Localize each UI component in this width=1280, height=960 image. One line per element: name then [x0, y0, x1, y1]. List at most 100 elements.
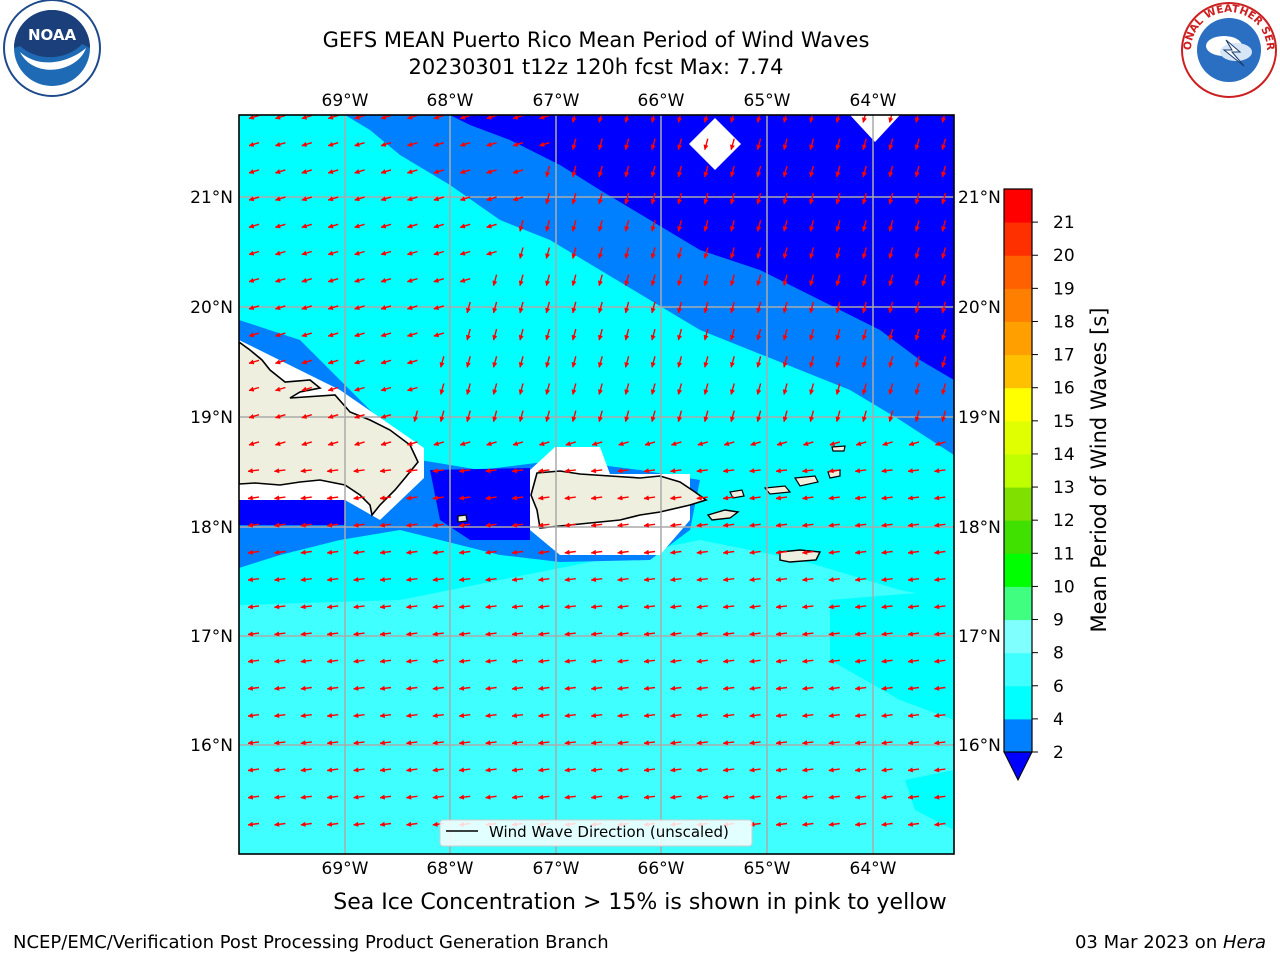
wave-direction-arrowhead — [756, 198, 762, 205]
wave-direction-arrowhead — [907, 740, 914, 746]
lat-tick-label: 18°N — [958, 518, 1001, 538]
wave-direction-arrowhead — [756, 226, 762, 232]
wave-direction-arrowhead — [775, 631, 782, 637]
wave-direction-arrowhead — [511, 740, 518, 746]
colorbar-band — [1004, 321, 1032, 356]
wave-direction-arrowhead — [379, 658, 386, 664]
wave-direction-arrowhead — [756, 171, 762, 178]
wave-direction-arrowhead — [643, 631, 650, 637]
wave-direction-arrowhead — [756, 253, 762, 260]
wave-direction-arrowhead — [933, 495, 940, 501]
wave-direction-arrowhead — [854, 740, 861, 746]
wave-direction-arrowhead — [518, 362, 524, 368]
wave-direction-arrowhead — [379, 576, 386, 583]
wave-direction-arrowhead — [722, 549, 729, 555]
wave-direction-arrowhead — [696, 740, 702, 746]
wave-direction-arrowhead — [248, 115, 255, 120]
wave-direction-arrowhead — [881, 522, 887, 528]
wave-direction-arrowhead — [907, 631, 914, 637]
wave-direction-arrowhead — [828, 576, 834, 583]
wave-direction-arrowhead — [379, 794, 386, 800]
wave-direction-arrowhead — [432, 740, 438, 746]
wave-direction-arrowhead — [801, 767, 808, 773]
wave-direction-arrowhead — [512, 441, 519, 446]
wave-direction-arrowhead — [354, 250, 360, 256]
wave-direction-arrowhead — [782, 334, 788, 341]
wave-direction-arrowhead — [881, 712, 887, 719]
wave-direction-arrowhead — [406, 277, 413, 283]
colorbar-tick-label: 6 — [1053, 677, 1064, 697]
wave-direction-arrowhead — [881, 767, 887, 773]
wave-direction-arrowhead — [353, 604, 359, 610]
lat-ticks-left: 21°N 20°N 19°N 18°N 17°N 16°N — [190, 188, 233, 756]
wave-direction-arrowhead — [775, 685, 782, 691]
wave-direction-arrowhead — [722, 604, 729, 610]
wave-direction-arrowhead — [722, 495, 729, 501]
wave-direction-arrowhead — [703, 280, 709, 287]
wave-direction-arrowhead — [301, 305, 308, 310]
wave-direction-arrowhead — [597, 117, 603, 124]
wave-direction-arrowhead — [881, 794, 887, 800]
wave-direction-arrowhead — [756, 389, 762, 396]
wave-direction-arrowhead — [650, 117, 656, 124]
wave-direction-arrowhead — [801, 794, 808, 800]
wave-direction-arrowhead — [722, 522, 729, 528]
wave-direction-arrowhead — [518, 307, 524, 314]
footer-date-text: 03 Mar 2023 on — [1074, 932, 1223, 953]
wave-direction-arrowhead — [273, 549, 280, 555]
wave-direction-arrowhead — [914, 226, 920, 232]
wave-direction-arrowhead — [300, 794, 306, 800]
wave-direction-arrowhead — [855, 441, 862, 446]
wave-direction-arrowhead — [941, 144, 947, 151]
wave-direction-arrowhead — [511, 604, 518, 610]
wave-direction-arrowhead — [677, 307, 683, 314]
wave-direction-arrowhead — [518, 226, 524, 232]
hispaniola-landmass — [239, 341, 419, 517]
wave-direction-arrowhead — [459, 441, 466, 446]
wave-direction-arrowhead — [907, 468, 914, 474]
wave-direction-arrowhead — [801, 658, 808, 664]
wave-direction-arrowhead — [433, 250, 440, 256]
wave-direction-arrowhead — [729, 307, 735, 314]
wave-direction-arrowhead — [518, 253, 524, 260]
wave-direction-arrowhead — [934, 441, 941, 446]
wave-direction-arrowhead — [914, 280, 920, 287]
wave-direction-arrowhead — [545, 389, 551, 396]
noaa-logo: NOAA — [3, 0, 101, 97]
wave-direction-arrowhead — [643, 712, 650, 719]
wave-direction-arrowhead — [565, 441, 572, 446]
wave-direction-arrowhead — [782, 144, 788, 151]
wave-direction-arrowhead — [854, 712, 861, 719]
wave-direction-arrowhead — [301, 332, 308, 338]
wave-direction-arrowhead — [406, 169, 413, 174]
wave-direction-arrowhead — [459, 141, 466, 147]
wave-direction-arrowhead — [405, 495, 412, 501]
wave-direction-arrowhead — [677, 416, 683, 423]
wave-direction-arrowhead — [617, 658, 623, 664]
wave-direction-arrowhead — [854, 522, 861, 528]
wave-direction-arrowhead — [809, 226, 815, 232]
wave-direction-arrowhead — [835, 334, 841, 341]
colorbar-tick-label: 12 — [1053, 511, 1075, 531]
wave-direction-arrowhead — [433, 332, 440, 338]
wave-direction-arrowhead — [379, 604, 386, 610]
wave-direction-arrowhead — [775, 604, 782, 610]
wave-direction-arrowhead — [881, 631, 887, 637]
wave-direction-arrowhead — [809, 198, 815, 205]
wave-direction-arrowhead — [722, 740, 729, 746]
wave-direction-arrowhead — [564, 740, 570, 746]
wave-direction-arrowhead — [545, 280, 551, 287]
wave-direction-arrowhead — [828, 712, 834, 719]
wave-direction-arrowhead — [405, 631, 412, 637]
wave-direction-arrowhead — [327, 141, 334, 147]
wave-direction-arrowhead — [590, 794, 597, 800]
lon-tick-label: 67°W — [533, 859, 580, 879]
lat-tick-label: 16°N — [190, 736, 233, 756]
wave-direction-arrowhead — [300, 658, 306, 664]
wave-direction-arrowhead — [300, 549, 306, 555]
colorbar-tick-label: 15 — [1053, 412, 1075, 432]
colorbar-tick-label: 16 — [1053, 379, 1075, 399]
wave-direction-arrowhead — [458, 495, 465, 501]
wave-direction-arrowhead — [703, 198, 709, 205]
lat-tick-label: 16°N — [958, 736, 1001, 756]
